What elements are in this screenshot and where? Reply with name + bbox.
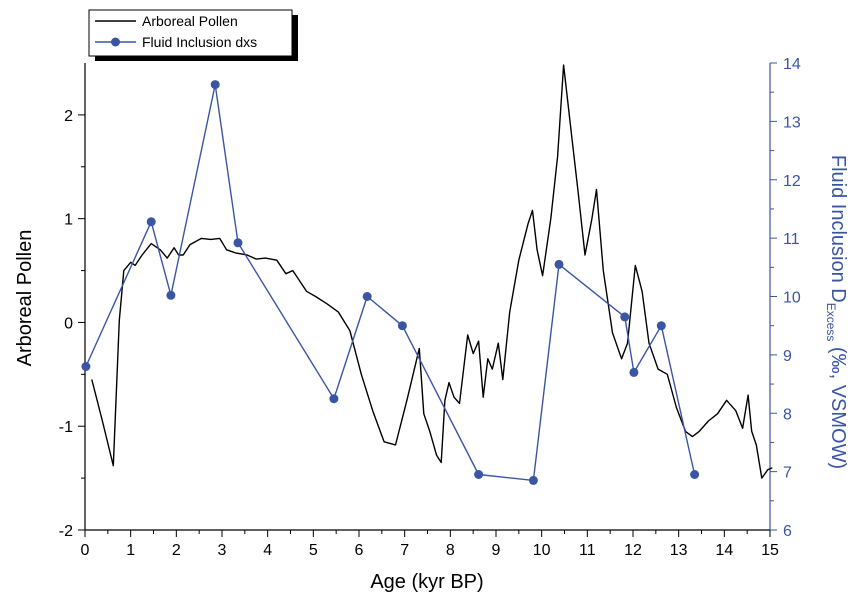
y-right-tick-label: 12 [783, 173, 801, 190]
y-left-tick-label: -1 [59, 419, 73, 436]
x-tick-label: 12 [624, 542, 642, 559]
data-point-fluid-inclusion-dxs [474, 470, 484, 479]
legend: Arboreal Pollen Fluid Inclusion dxs [88, 9, 298, 61]
data-point-fluid-inclusion-dxs [629, 367, 639, 377]
data-point-fluid-inclusion-dxs [554, 259, 564, 269]
y-right-tick-label: 9 [783, 348, 792, 365]
legend-label-fluid-inclusion-dxs: Fluid Inclusion dxs [142, 34, 257, 50]
legend-box [88, 9, 293, 57]
x-tick-label: 10 [533, 542, 551, 559]
y-left-tick-label: -2 [59, 523, 73, 540]
data-point-fluid-inclusion-dxs [620, 312, 630, 322]
y-axis-right-title-prefix: Fluid Inclusion D [827, 155, 849, 303]
y-axis-left-title: Arboreal Pollen [14, 230, 36, 367]
x-tick-label: 1 [126, 542, 135, 559]
y-right-tick-label: 8 [783, 406, 792, 423]
x-tick-label: 3 [218, 542, 227, 559]
x-tick-label: 6 [355, 542, 364, 559]
data-point-fluid-inclusion-dxs [690, 470, 700, 479]
y-axis-left: -2 -1 0 1 2 [59, 108, 85, 540]
x-tick-label: 0 [81, 542, 90, 559]
y-right-tick-label: 11 [783, 231, 800, 248]
x-tick-label: 14 [715, 542, 733, 559]
y-right-tick-label: 7 [783, 465, 792, 482]
data-point-fluid-inclusion-dxs [656, 321, 666, 331]
data-point-fluid-inclusion-dxs [397, 321, 407, 331]
x-tick-label: 15 [761, 542, 779, 559]
y-right-tick-label: 6 [783, 523, 792, 540]
data-point-fluid-inclusion-dxs [329, 394, 339, 404]
x-tick-label: 11 [579, 542, 596, 559]
x-tick-label: 4 [263, 542, 272, 559]
y-right-tick-label: 14 [783, 56, 801, 73]
x-tick-label: 9 [492, 542, 501, 559]
series-layer [81, 64, 773, 485]
data-point-fluid-inclusion-dxs [528, 475, 538, 485]
x-axis: 0 1 2 3 4 5 6 7 8 9 10 11 12 13 14 15 [81, 530, 779, 559]
data-point-fluid-inclusion-dxs [362, 292, 372, 301]
y-left-tick-label: 0 [64, 315, 73, 332]
y-axis-right: 6 7 8 9 10 11 12 13 14 [770, 56, 801, 540]
x-tick-label: 8 [446, 542, 455, 559]
x-tick-label: 5 [309, 542, 318, 559]
data-point-fluid-inclusion-dxs [166, 290, 176, 300]
y-axis-right-title: Fluid Inclusion DExcess (‰, VSMOW) [824, 155, 849, 469]
data-point-fluid-inclusion-dxs [210, 80, 220, 90]
y-left-tick-label: 1 [64, 212, 73, 229]
y-right-tick-label: 10 [783, 290, 801, 307]
y-axis-right-title-subscript: Excess [824, 303, 838, 342]
legend-label-arboreal-pollen: Arboreal Pollen [142, 13, 238, 29]
y-right-tick-label: 13 [783, 114, 801, 131]
data-point-fluid-inclusion-dxs [81, 362, 91, 371]
legend-swatch-fluid-inclusion-marker [111, 37, 120, 47]
x-tick-label: 7 [400, 542, 409, 559]
data-point-fluid-inclusion-dxs [233, 238, 243, 248]
x-tick-label: 13 [670, 542, 688, 559]
x-tick-label: 2 [172, 542, 181, 559]
y-axis-right-title-suffix: (‰, VSMOW) [827, 341, 849, 469]
series-line-fluid-inclusion-dxs [85, 83, 696, 482]
y-left-tick-label: 2 [64, 108, 73, 125]
series-line-arboreal-pollen [91, 64, 773, 479]
data-point-fluid-inclusion-dxs [146, 217, 156, 227]
plot-frame [84, 63, 771, 531]
x-axis-title: Age (kyr BP) [370, 571, 483, 593]
